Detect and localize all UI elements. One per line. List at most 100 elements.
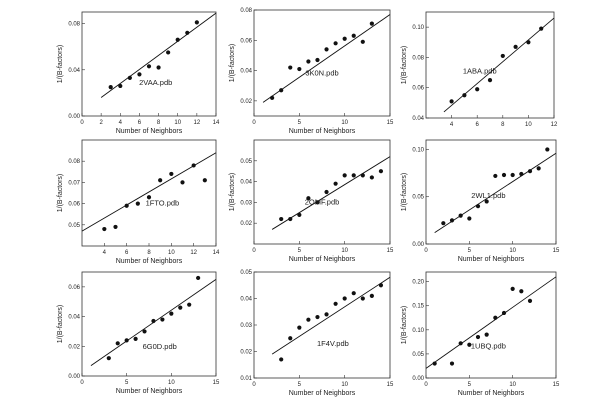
x-tick-label: 10 [174, 120, 181, 126]
x-tick-label: 4 [119, 120, 123, 126]
y-tick-label: 0.02 [68, 344, 80, 350]
y-tick-label: 0.08 [412, 55, 424, 61]
pdb-file-label: 3K0N.pdb [305, 69, 338, 78]
data-point [527, 169, 533, 174]
pdb-file-label: 1UBQ.pdb [471, 341, 506, 350]
data-point [369, 293, 374, 298]
plot-frame [81, 11, 217, 117]
data-point [432, 361, 437, 366]
x-tick-label: 5 [298, 120, 302, 126]
y-tick-label: 0.05 [240, 159, 252, 165]
x-tick-label: 10 [168, 380, 175, 386]
pdb-file-label: 6G0D.pdb [143, 342, 177, 351]
data-point [467, 342, 472, 347]
data-point [324, 47, 329, 52]
data-point [378, 169, 384, 174]
data-point [146, 195, 152, 200]
x-tick-label: 15 [553, 248, 560, 254]
x-tick-label: 12 [551, 122, 558, 128]
y-tick-label: 0.05 [68, 223, 80, 229]
x-axis-label: Number of Neighbors [289, 256, 356, 263]
y-tick-label: 0.15 [412, 304, 424, 310]
x-tick-label: 8 [157, 120, 161, 126]
x-tick-label: 5 [298, 248, 302, 254]
data-point [333, 301, 338, 306]
y-axis-label: 1/(B-factors) [57, 305, 64, 344]
pdb-file-label: 1F4V.pdb [317, 339, 349, 348]
data-point [113, 224, 118, 230]
data-point [333, 41, 338, 46]
y-axis-label: 1/(B-factors) [401, 173, 408, 212]
x-tick-label: 0 [252, 120, 256, 126]
y-tick-label: 0.10 [412, 147, 424, 153]
x-tick-label: 0 [80, 120, 84, 126]
panel-4: 4 6 8 10 12 14 0.05 0.06 0.07 0.08 Number of Neigh… [57, 139, 220, 265]
data-point [351, 173, 356, 178]
y-tick-label: 0.04 [68, 68, 80, 74]
x-axis-label: Number of Neighbors [116, 388, 183, 395]
data-point [158, 178, 163, 183]
data-point [194, 20, 199, 25]
panel-9: 0 5 10 15 0.00 0.05 0.10 0.15 0.20 Number of Neig… [401, 271, 560, 397]
fit-line [271, 156, 391, 230]
x-tick-label: 12 [194, 120, 201, 126]
x-axis-label: Number of Neighbors [458, 256, 525, 263]
data-point [118, 83, 123, 89]
y-tick-label: 0.04 [240, 69, 252, 75]
y-tick-label: 0.06 [68, 285, 80, 291]
x-tick-label: 0 [252, 248, 256, 254]
data-point [351, 291, 356, 296]
data-point [185, 30, 190, 35]
x-tick-label: 4 [103, 250, 107, 256]
data-point [493, 315, 498, 320]
x-tick-label: 10 [525, 122, 532, 128]
data-point [333, 181, 338, 186]
data-point [324, 312, 329, 317]
y-tick-label: 0.20 [412, 280, 424, 286]
fit-line [271, 276, 391, 355]
data-point [369, 175, 374, 180]
data-point [501, 310, 507, 316]
x-tick-label: 15 [213, 380, 220, 386]
data-point [180, 180, 185, 185]
data-point [124, 338, 129, 343]
x-tick-label: 0 [80, 380, 84, 386]
data-point [458, 341, 463, 346]
data-point [458, 213, 463, 218]
x-tick-label: 5 [125, 380, 129, 386]
data-point [536, 166, 541, 171]
pdb-file-label: 1FTO.pdb [146, 199, 180, 208]
data-point [115, 341, 120, 346]
data-point [288, 336, 293, 341]
x-tick-label: 8 [501, 122, 505, 128]
y-tick-label: 0.04 [68, 315, 80, 321]
fit-line [262, 14, 391, 103]
x-tick-label: 15 [387, 248, 394, 254]
plot-frame [253, 139, 391, 245]
data-point [484, 332, 489, 337]
y-tick-label: 0.04 [412, 116, 424, 122]
data-point [191, 163, 196, 168]
y-tick-label: 0.00 [68, 374, 80, 380]
y-tick-label: 0.05 [412, 352, 424, 358]
data-point [526, 40, 531, 45]
y-tick-label: 0.06 [68, 202, 80, 208]
data-point [135, 201, 140, 206]
y-tick-label: 0.05 [412, 195, 424, 201]
x-tick-label: 5 [298, 382, 302, 388]
y-tick-label: 0.00 [412, 376, 424, 382]
data-point [279, 88, 284, 93]
data-point [513, 44, 518, 49]
fit-line [425, 276, 557, 369]
pdb-file-label: 2VAA.pdb [139, 78, 172, 87]
y-axis-label: 1/(B-factors) [57, 174, 64, 213]
x-tick-label: 10 [509, 382, 516, 388]
y-axis-label: 1/(B-factors) [57, 45, 64, 84]
x-tick-label: 8 [147, 250, 151, 256]
data-point [102, 226, 107, 232]
x-tick-label: 0 [252, 382, 256, 388]
data-point [127, 75, 132, 80]
x-tick-label: 6 [125, 250, 129, 256]
panel-7: 0 5 10 15 0.00 0.02 0.04 0.06 Number of Neighbor… [57, 271, 220, 395]
